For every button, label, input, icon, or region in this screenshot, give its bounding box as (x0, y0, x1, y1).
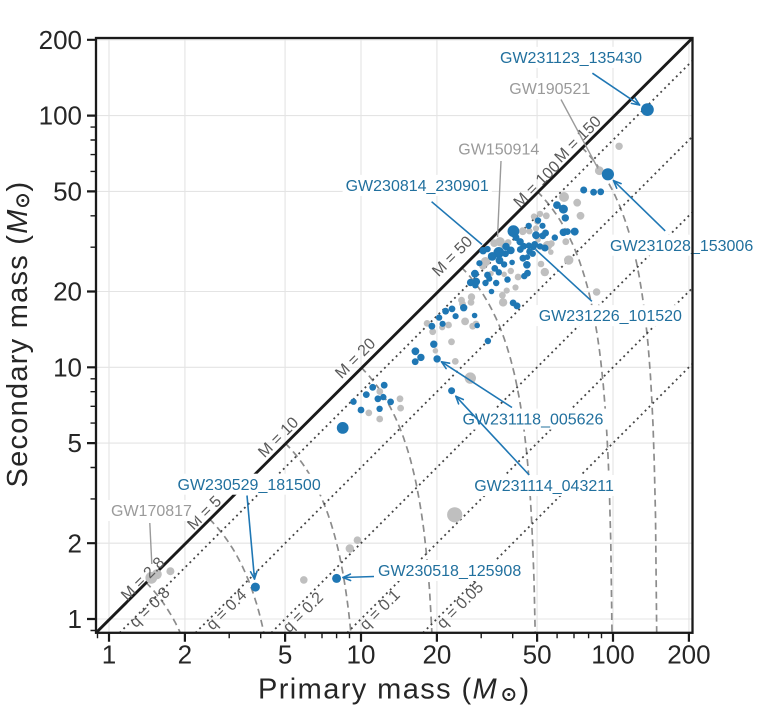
svg-text:100: 100 (591, 640, 634, 670)
svg-text:20: 20 (53, 277, 82, 307)
svg-text:Primary mass (M: Primary mass (M (258, 674, 498, 706)
svg-text:2: 2 (178, 640, 192, 670)
svg-text:200: 200 (667, 640, 710, 670)
svg-text:10: 10 (53, 352, 82, 382)
svg-text:GW150914: GW150914 (458, 142, 539, 159)
svg-text:GW190521: GW190521 (509, 81, 590, 98)
svg-text:10: 10 (347, 640, 376, 670)
svg-text:50: 50 (523, 640, 552, 670)
svg-text:100: 100 (39, 101, 82, 131)
svg-text:1: 1 (68, 604, 82, 634)
svg-text:20: 20 (422, 640, 451, 670)
svg-text:5: 5 (68, 428, 82, 458)
svg-text:GW231226_101520: GW231226_101520 (539, 308, 682, 325)
svg-text:5: 5 (278, 640, 292, 670)
svg-text:50: 50 (53, 177, 82, 207)
svg-text:GW230529_181500: GW230529_181500 (178, 477, 321, 494)
svg-text:GW231123_135430: GW231123_135430 (500, 50, 642, 67)
svg-text:Secondary mass (M: Secondary mass (M (2, 208, 34, 487)
svg-text:2: 2 (68, 528, 82, 558)
svg-text:): ) (520, 674, 530, 706)
svg-text:200: 200 (39, 25, 82, 55)
svg-text:GW231114_043211: GW231114_043211 (474, 478, 614, 495)
svg-text:1: 1 (102, 640, 116, 670)
svg-text:GW230814_230901: GW230814_230901 (346, 178, 489, 195)
svg-text:GW170817: GW170817 (111, 503, 192, 520)
svg-text:GW230518_125908: GW230518_125908 (378, 563, 521, 580)
svg-text:GW231028_153006: GW231028_153006 (610, 238, 753, 255)
svg-text:GW231118_005626: GW231118_005626 (463, 412, 604, 429)
svg-text:): ) (2, 182, 34, 192)
